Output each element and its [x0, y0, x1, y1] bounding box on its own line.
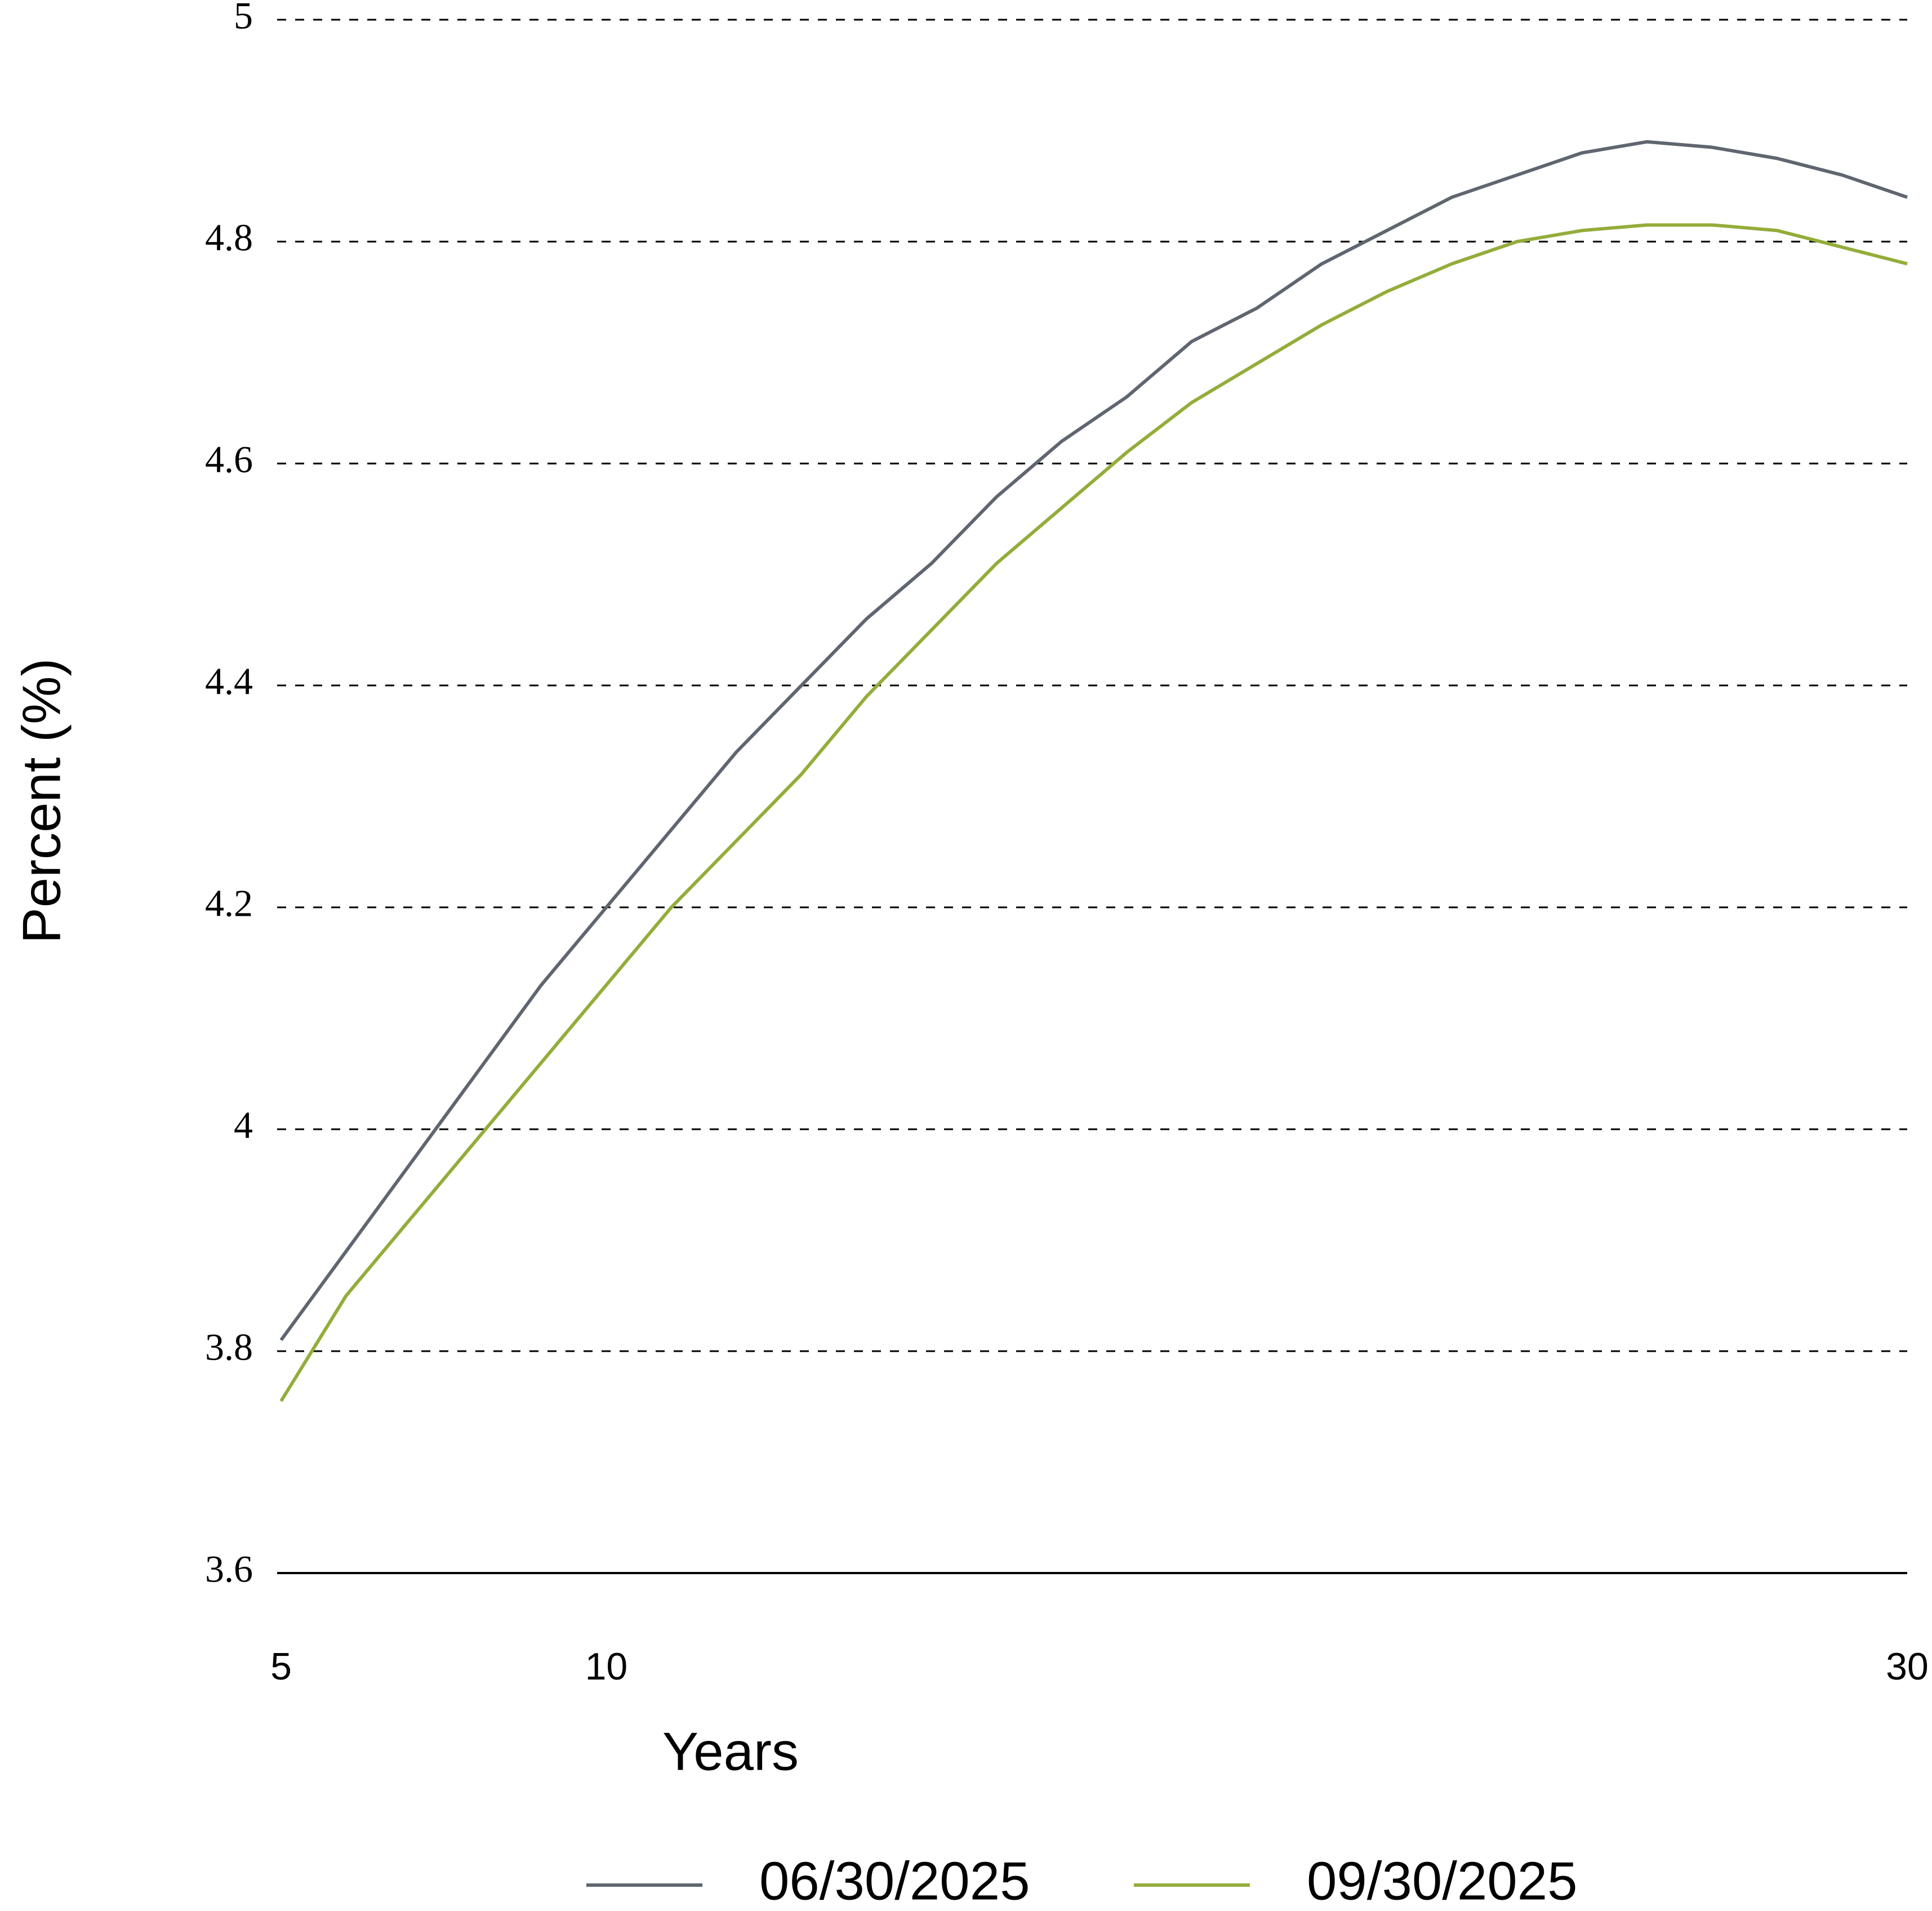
- legend-label: 09/30/2025: [1307, 1851, 1577, 1911]
- series-line: [279, 223, 1908, 1402]
- x-tick-label: 5: [270, 1645, 292, 1688]
- y-tick-label: 3.6: [205, 1548, 253, 1591]
- y-tick-label: 5: [234, 0, 253, 37]
- y-tick-label: 4.6: [205, 438, 253, 481]
- y-tick-label: 4.2: [205, 882, 253, 925]
- y-tick-label: 4.8: [205, 216, 253, 259]
- legend-label: 06/30/2025: [759, 1851, 1030, 1911]
- series-line: [279, 140, 1908, 1342]
- x-tick-label: 10: [585, 1645, 628, 1688]
- y-tick-label: 4: [234, 1104, 253, 1147]
- y-axis-title: Percent (%): [11, 658, 72, 944]
- x-tick-label: 30: [1886, 1645, 1929, 1688]
- y-tick-label: 3.8: [205, 1326, 253, 1369]
- y-tick-label: 4.4: [205, 660, 253, 703]
- x-axis-title: Years: [662, 1721, 799, 1781]
